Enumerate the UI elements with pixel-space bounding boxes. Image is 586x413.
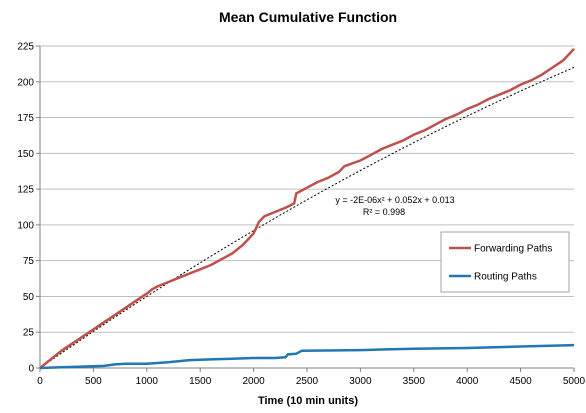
y-tick-label: 200 [17, 77, 34, 88]
legend-label: Forwarding Paths [474, 244, 552, 255]
y-tick-label: 225 [17, 42, 34, 53]
y-tick-label: 25 [23, 328, 35, 339]
series-line-forwarding-paths [39, 48, 575, 369]
legend-box [440, 231, 570, 293]
y-tick-label: 125 [17, 185, 34, 196]
y-tick-label: 175 [17, 113, 34, 124]
series-lines [39, 48, 575, 370]
trendline-equation: y = -2E-06x² + 0.052x + 0.013 [335, 195, 454, 205]
chart-title: Mean Cumulative Function [219, 9, 397, 25]
x-tick-label: 3000 [349, 376, 372, 387]
x-tick-label: 500 [85, 376, 102, 387]
x-axis-label: Time (10 min units) [258, 395, 358, 407]
axes [36, 45, 575, 372]
series-line-routing-paths [39, 343, 575, 370]
trendline-curve [39, 66, 575, 369]
x-tick-label: 3500 [403, 376, 426, 387]
legend-label: Routing Paths [474, 272, 537, 283]
y-tick-label: 150 [17, 149, 34, 160]
trendline [39, 66, 575, 369]
legend: Forwarding Paths Routing Paths [440, 231, 570, 293]
x-tick-labels: 0 500 1000 1500 2000 2500 3000 3500 4000 4500 5000 [37, 376, 585, 387]
y-tick-label: 50 [23, 292, 35, 303]
x-tick-label: 0 [37, 376, 43, 387]
x-tick-label: 4500 [509, 376, 532, 387]
x-tick-label: 4000 [456, 376, 479, 387]
trendline-r-squared: R² = 0.998 [363, 207, 405, 217]
y-tick-label: 100 [17, 220, 34, 231]
y-tick-labels: 0 25 50 75 100 125 150 175 200 225 [17, 42, 34, 375]
x-tick-label: 2000 [242, 376, 265, 387]
y-tick-label: 75 [23, 256, 35, 267]
x-tick-label: 5000 [563, 376, 586, 387]
x-tick-label: 1000 [136, 376, 159, 387]
y-tick-label: 0 [28, 364, 34, 375]
x-tick-label: 1500 [189, 376, 212, 387]
x-tick-label: 2500 [296, 376, 319, 387]
